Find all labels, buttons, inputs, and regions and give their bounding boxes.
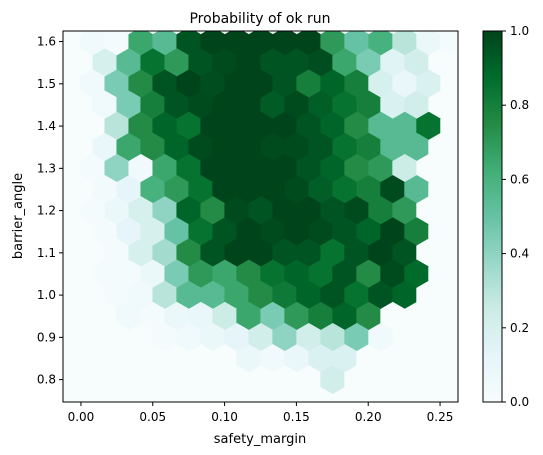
- x-tick-label: 0.05: [139, 410, 166, 424]
- x-axis-label: safety_margin: [214, 432, 306, 447]
- x-tick-label: 0.25: [427, 410, 454, 424]
- colorbar-axis: 0.0 0.2 0.4 0.6 0.8 1.0: [502, 24, 529, 409]
- y-tick-label: 1.5: [37, 77, 56, 91]
- chart-title: Probability of ok run: [189, 11, 330, 27]
- y-axis-label: barrier_angle: [11, 173, 26, 259]
- y-tick-label: 1.3: [37, 161, 56, 175]
- colorbar: [482, 30, 503, 403]
- x-tick-label: 0.00: [68, 410, 95, 424]
- colorbar-tick-label: 0.8: [510, 98, 529, 112]
- x-axis: 0.00 0.05 0.10 0.15 0.20 0.25: [68, 402, 454, 424]
- x-tick-label: 0.10: [211, 410, 238, 424]
- y-tick-label: 1.4: [37, 119, 56, 133]
- y-tick-label: 1.1: [37, 246, 56, 260]
- y-tick-label: 1.0: [37, 288, 56, 302]
- y-tick-label: 1.2: [37, 204, 56, 218]
- colorbar-tick-label: 0.4: [510, 247, 529, 261]
- y-axis: 0.8 0.9 1.0 1.1 1.2 1.3 1.4 1.5 1.6: [37, 35, 63, 387]
- y-tick-label: 0.8: [37, 373, 56, 387]
- x-tick-label: 0.20: [355, 410, 382, 424]
- hex-cell: [440, 365, 458, 395]
- colorbar-tick-label: 1.0: [510, 24, 529, 38]
- colorbar-tick-label: 0.2: [510, 321, 529, 335]
- y-tick-label: 1.6: [37, 35, 56, 49]
- hexbin-cells: [68, 31, 458, 395]
- colorbar-tick-label: 0.6: [510, 172, 529, 186]
- colorbar-tick-label: 0.0: [510, 395, 529, 409]
- plot-frame: [62, 30, 459, 403]
- y-tick-label: 0.9: [37, 330, 56, 344]
- x-tick-label: 0.15: [283, 410, 310, 424]
